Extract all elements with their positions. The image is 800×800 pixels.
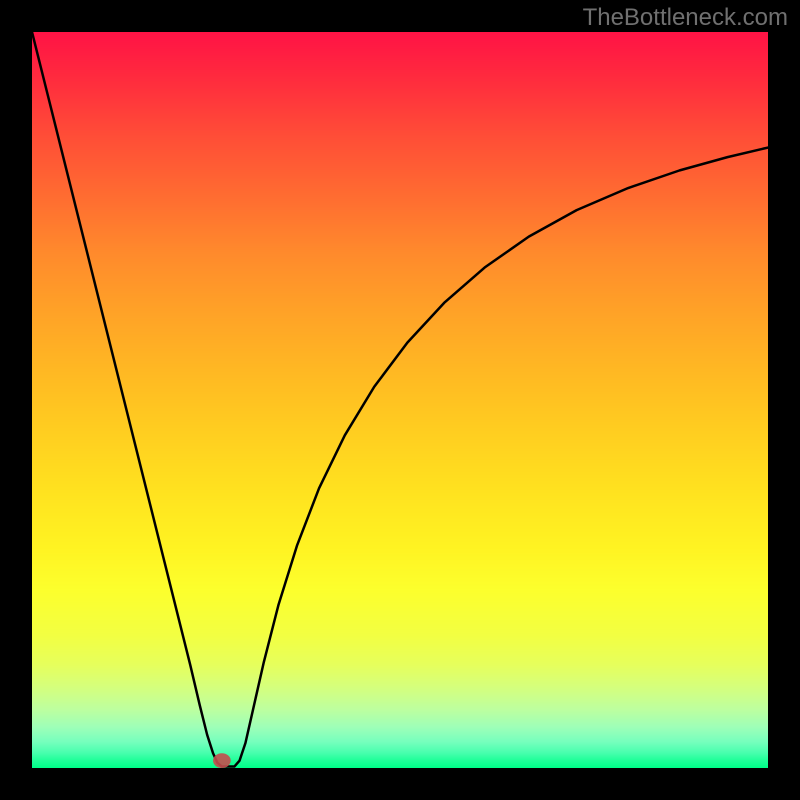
watermark-text: TheBottleneck.com <box>583 4 788 32</box>
curve-plot <box>32 32 768 768</box>
chart-root: TheBottleneck.com <box>0 0 800 800</box>
bottleneck-curve <box>32 32 768 767</box>
optimum-marker <box>213 753 231 768</box>
